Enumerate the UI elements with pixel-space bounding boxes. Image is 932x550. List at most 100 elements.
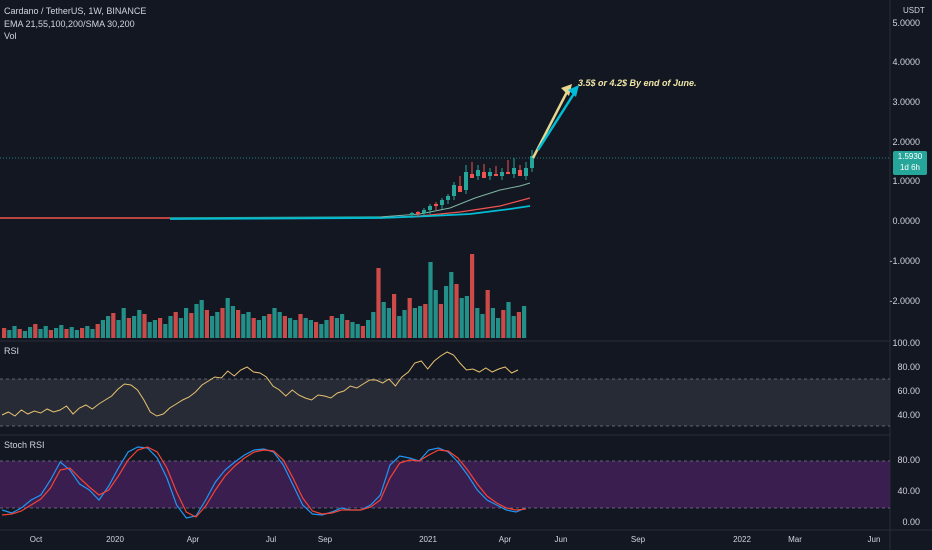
volume-bar xyxy=(376,268,381,338)
candle-body xyxy=(410,213,414,215)
chart-annotation[interactable]: 3.5$ or 4.2$ By end of June. xyxy=(578,78,697,88)
volume-bar xyxy=(501,310,506,338)
time-tick: 2022 xyxy=(733,535,751,544)
candle-body xyxy=(422,210,426,213)
price-tick: 0.0000 xyxy=(892,216,920,226)
volume-bar xyxy=(433,290,438,338)
volume-bar xyxy=(121,308,126,338)
volume-bar xyxy=(298,314,303,338)
volume-bar xyxy=(251,318,256,338)
volume-bar xyxy=(152,320,157,338)
time-tick: Apr xyxy=(498,535,512,544)
time-tick: Oct xyxy=(29,535,43,544)
volume-bar xyxy=(12,326,17,338)
volume-bar xyxy=(111,313,116,338)
volume-bar xyxy=(267,314,272,338)
rsi-band xyxy=(0,379,890,426)
candle-body xyxy=(440,200,444,205)
volume-bar xyxy=(475,308,480,338)
volume-bar xyxy=(496,318,501,338)
volume-bar xyxy=(33,324,38,338)
volume-bar xyxy=(132,316,137,338)
volume-bar xyxy=(85,326,90,338)
price-tick: 1.0000 xyxy=(892,176,920,186)
currency-label: USDT xyxy=(903,6,925,15)
stoch-title: Stoch RSI xyxy=(4,440,45,450)
candle-body xyxy=(434,204,438,206)
volume-bar xyxy=(173,312,178,338)
volume-bar xyxy=(236,310,241,338)
volume-bar xyxy=(95,324,100,338)
bar-countdown: 1d 6h xyxy=(899,163,921,172)
candle-body xyxy=(518,170,522,176)
candlesticks xyxy=(410,150,534,218)
volume-bar xyxy=(100,320,105,338)
candle-body xyxy=(416,212,420,214)
candle-body xyxy=(428,206,432,210)
volume-bar xyxy=(225,298,230,338)
candle-body xyxy=(494,174,498,176)
volume-bar xyxy=(516,312,521,338)
stoch-tick: 0.00 xyxy=(902,517,920,527)
candle-body xyxy=(530,156,534,168)
volume-bar xyxy=(386,308,391,338)
volume-bar xyxy=(178,318,183,338)
stoch-d-line xyxy=(1,446,526,518)
volume-bar xyxy=(90,329,95,338)
time-tick: Mar xyxy=(788,535,802,544)
volume-bar xyxy=(345,320,350,338)
candle-body xyxy=(464,172,468,190)
volume-bar xyxy=(366,320,371,338)
stoch-band xyxy=(0,461,890,508)
volume-bar xyxy=(350,322,355,338)
volume-bar xyxy=(256,320,261,338)
volume-bar xyxy=(126,318,131,338)
candle-body xyxy=(458,186,462,192)
volume-bar xyxy=(17,329,22,338)
volume-bar xyxy=(288,318,293,338)
stoch-tick: 80.00 xyxy=(897,455,920,465)
candle-body xyxy=(470,174,474,178)
volume-bar xyxy=(371,312,376,338)
volume-bar xyxy=(22,331,27,338)
volume-bar xyxy=(464,296,469,338)
volume-bar xyxy=(74,330,79,338)
volume-bar xyxy=(194,304,199,338)
time-tick: Jul xyxy=(265,535,277,544)
volume-bar xyxy=(69,327,74,338)
volume-bar xyxy=(459,298,464,338)
volume-bar xyxy=(158,318,163,338)
volume-bar xyxy=(407,298,412,338)
candle-body xyxy=(476,170,480,176)
price-tick: -2.0000 xyxy=(889,296,920,306)
current-price-tag: 1.5930 1d 6h xyxy=(893,151,927,175)
volume-bar xyxy=(418,306,423,338)
time-tick: 2020 xyxy=(106,535,124,544)
volume-legend: Vol xyxy=(4,31,17,41)
volume-bar xyxy=(7,330,12,338)
rsi-title: RSI xyxy=(4,346,20,356)
volume-bar xyxy=(485,290,490,338)
volume-bar xyxy=(210,316,215,338)
volume-bar xyxy=(272,308,277,338)
time-tick: Jun xyxy=(554,535,568,544)
volume-bar xyxy=(184,308,189,338)
volume-bar xyxy=(360,326,365,338)
rsi-line xyxy=(1,351,519,417)
volume-bar xyxy=(199,300,204,338)
time-tick: 2021 xyxy=(419,535,437,544)
volume-bar xyxy=(246,312,251,338)
volume-bar xyxy=(38,329,43,338)
volume-bar xyxy=(423,304,428,338)
price-tick: 3.0000 xyxy=(892,97,920,107)
volume-bar xyxy=(334,318,339,338)
stoch-tick: 40.00 xyxy=(897,486,920,496)
volume-bar xyxy=(314,322,319,338)
price-tick: 5.0000 xyxy=(892,18,920,28)
volume-bar xyxy=(511,316,516,338)
price-tick: 4.0000 xyxy=(892,57,920,67)
volume-bar xyxy=(329,316,334,338)
candle-body xyxy=(446,196,450,200)
volume-bar xyxy=(106,316,111,338)
